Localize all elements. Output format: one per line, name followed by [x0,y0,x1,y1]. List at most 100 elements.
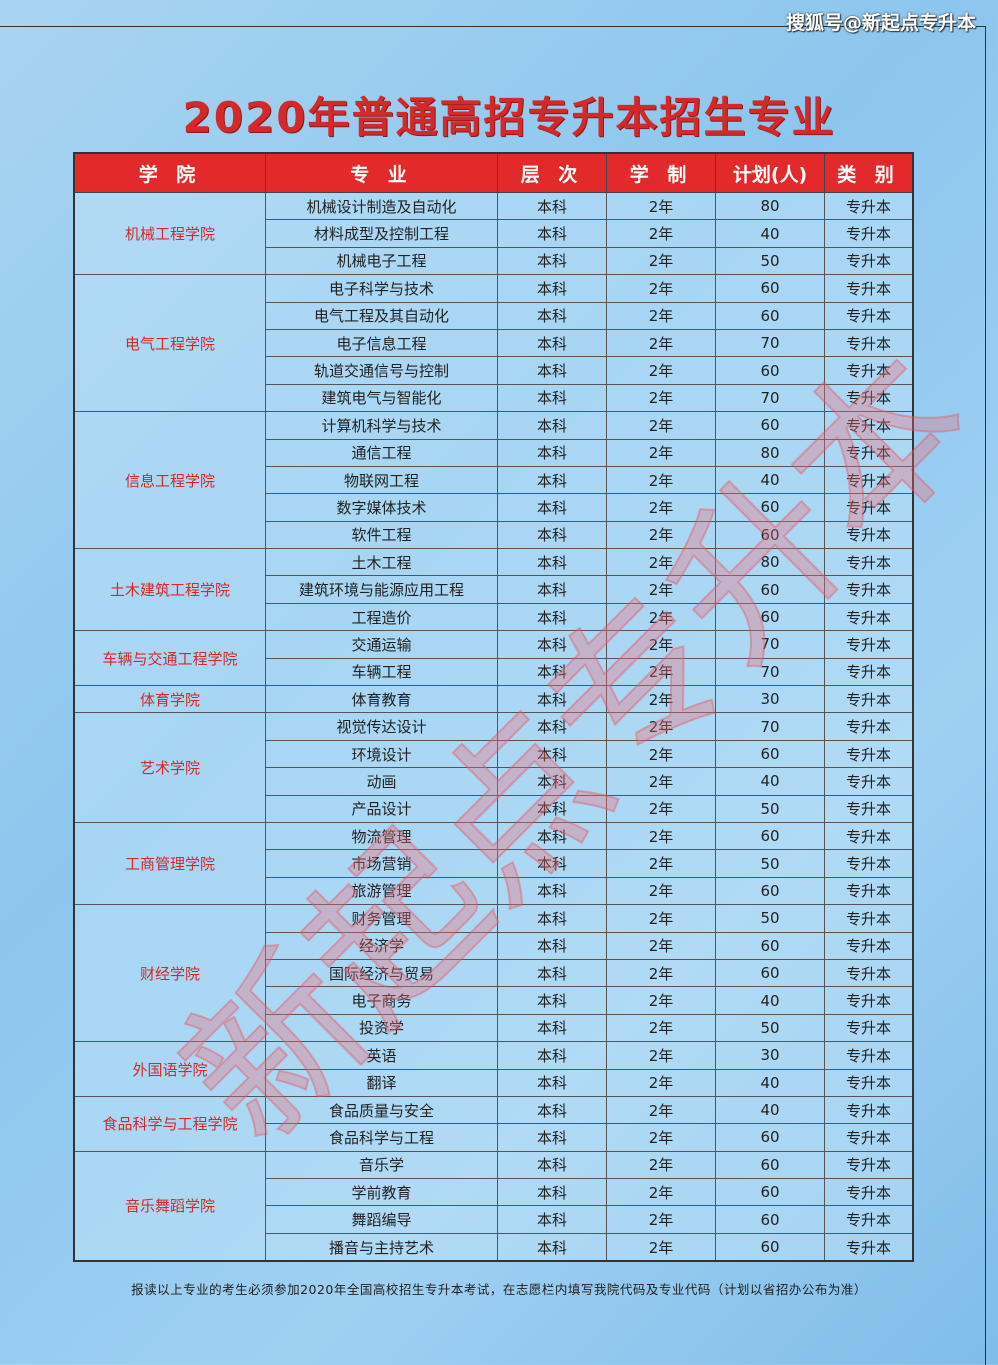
duration-cell: 2年 [606,1041,716,1070]
level-cell: 本科 [497,548,607,577]
plan-cell: 50 [715,1013,825,1043]
type-cell: 专升本 [824,1013,914,1043]
level-cell: 本科 [497,356,607,385]
type-cell: 专升本 [824,1123,914,1152]
duration-cell: 2年 [606,876,716,906]
plan-cell: 60 [715,575,825,604]
plan-cell: 40 [715,1068,825,1097]
college-cell: 车辆与交通工程学院 [73,630,266,687]
type-cell: 专升本 [824,191,914,221]
type-cell: 专升本 [824,1232,914,1262]
plan-cell: 50 [715,246,825,276]
college-cell: 财经学院 [73,904,266,1043]
plan-cell: 50 [715,849,825,878]
major-cell: 交通运输 [265,630,498,659]
type-cell: 专升本 [824,246,914,276]
duration-cell: 2年 [606,1013,716,1043]
major-cell: 材料成型及控制工程 [265,219,498,248]
plan-cell: 70 [715,712,825,741]
level-cell: 本科 [497,383,607,413]
level-cell: 本科 [497,1178,607,1207]
type-cell: 专升本 [824,1205,914,1234]
header-plan: 计划(人) [715,152,825,193]
level-cell: 本科 [497,657,607,687]
duration-cell: 2年 [606,1232,716,1262]
type-cell: 专升本 [824,904,914,933]
plan-cell: 70 [715,383,825,413]
level-cell: 本科 [497,630,607,659]
major-cell: 建筑电气与智能化 [265,383,498,413]
major-cell: 电子信息工程 [265,328,498,358]
table-row: 外国语学院 英语 本科 2年 30 专升本 [73,1041,914,1097]
college-cell: 工商管理学院 [73,821,266,906]
level-cell: 本科 [497,274,607,303]
level-cell: 本科 [497,246,607,276]
level-cell: 本科 [497,465,607,495]
plan-cell: 60 [715,1205,825,1234]
table-row: 机械工程学院 机械设计制造及自动化 本科 2年 80 专升本 [73,191,914,276]
table-row: 国际经济与贸易 本科 2年 60 专升本 [74,958,914,988]
table-row: 建筑电气与智能化 本科 2年 70 专升本 [74,383,914,413]
type-cell: 专升本 [824,739,914,769]
plan-cell: 50 [715,904,825,933]
table-header-row: 学 院 专 业 层 次 学 制 计划(人) 类 别 [73,152,914,193]
plan-cell: 60 [715,876,825,906]
table-row: 土木建筑工程学院 土木工程 本科 2年 80 专升本 [73,548,914,632]
page-title: 2020年普通高招专升本招生专业 [182,93,836,142]
duration-cell: 2年 [606,931,716,960]
major-cell: 土木工程 [265,548,498,577]
table-row: 动画 本科 2年 40 专升本 [74,767,914,796]
page-frame [0,26,986,1365]
plan-cell: 60 [715,1123,825,1152]
duration-cell: 2年 [606,465,716,495]
table-row: 工程造价 本科 2年 60 专升本 [74,602,914,632]
type-cell: 专升本 [824,767,914,796]
type-cell: 专升本 [824,411,914,440]
table-row: 机械电子工程 本科 2年 50 专升本 [74,246,914,276]
level-cell: 本科 [497,575,607,604]
plan-cell: 70 [715,657,825,687]
duration-cell: 2年 [606,739,716,769]
level-cell: 本科 [497,904,607,933]
level-cell: 本科 [497,958,607,988]
type-cell: 专升本 [824,356,914,385]
table-row: 翻译 本科 2年 40 专升本 [74,1068,914,1097]
table-row: 车辆与交通工程学院 交通运输 本科 2年 70 专升本 [73,630,914,687]
plan-cell: 80 [715,191,825,221]
plan-cell: 40 [715,986,825,1015]
duration-cell: 2年 [606,575,716,604]
level-cell: 本科 [497,821,607,851]
major-cell: 舞蹈编导 [265,1205,498,1234]
table-row: 经济学 本科 2年 60 专升本 [74,931,914,960]
plan-cell: 60 [715,1232,825,1262]
duration-cell: 2年 [606,849,716,878]
college-cell: 食品科学与工程学院 [73,1095,266,1152]
duration-cell: 2年 [606,246,716,276]
table-row: 电气工程学院 电子科学与技术 本科 2年 60 专升本 [73,274,914,413]
major-cell: 车辆工程 [265,657,498,687]
type-cell: 专升本 [824,1041,914,1070]
type-cell: 专升本 [824,1150,914,1180]
duration-cell: 2年 [606,1150,716,1180]
college-cell: 音乐舞蹈学院 [73,1150,266,1262]
college-cell: 外国语学院 [73,1041,266,1097]
level-cell: 本科 [497,685,607,714]
level-cell: 本科 [497,1095,607,1125]
duration-cell: 2年 [606,794,716,823]
table-row: 电气工程及其自动化 本科 2年 60 专升本 [74,301,914,330]
duration-cell: 2年 [606,685,716,714]
major-cell: 电子科学与技术 [265,274,498,303]
major-cell: 电子商务 [265,986,498,1015]
plan-cell: 70 [715,328,825,358]
type-cell: 专升本 [824,383,914,413]
duration-cell: 2年 [606,1178,716,1207]
duration-cell: 2年 [606,274,716,303]
source-label: 搜狐号@新起点专升本 [785,12,976,34]
college-cell: 电气工程学院 [73,274,266,413]
major-cell: 财务管理 [265,904,498,933]
table-row: 材料成型及控制工程 本科 2年 40 专升本 [74,219,914,248]
type-cell: 专升本 [824,1068,914,1097]
plan-cell: 60 [715,411,825,440]
plan-cell: 30 [715,685,825,714]
major-cell: 投资学 [265,1013,498,1043]
